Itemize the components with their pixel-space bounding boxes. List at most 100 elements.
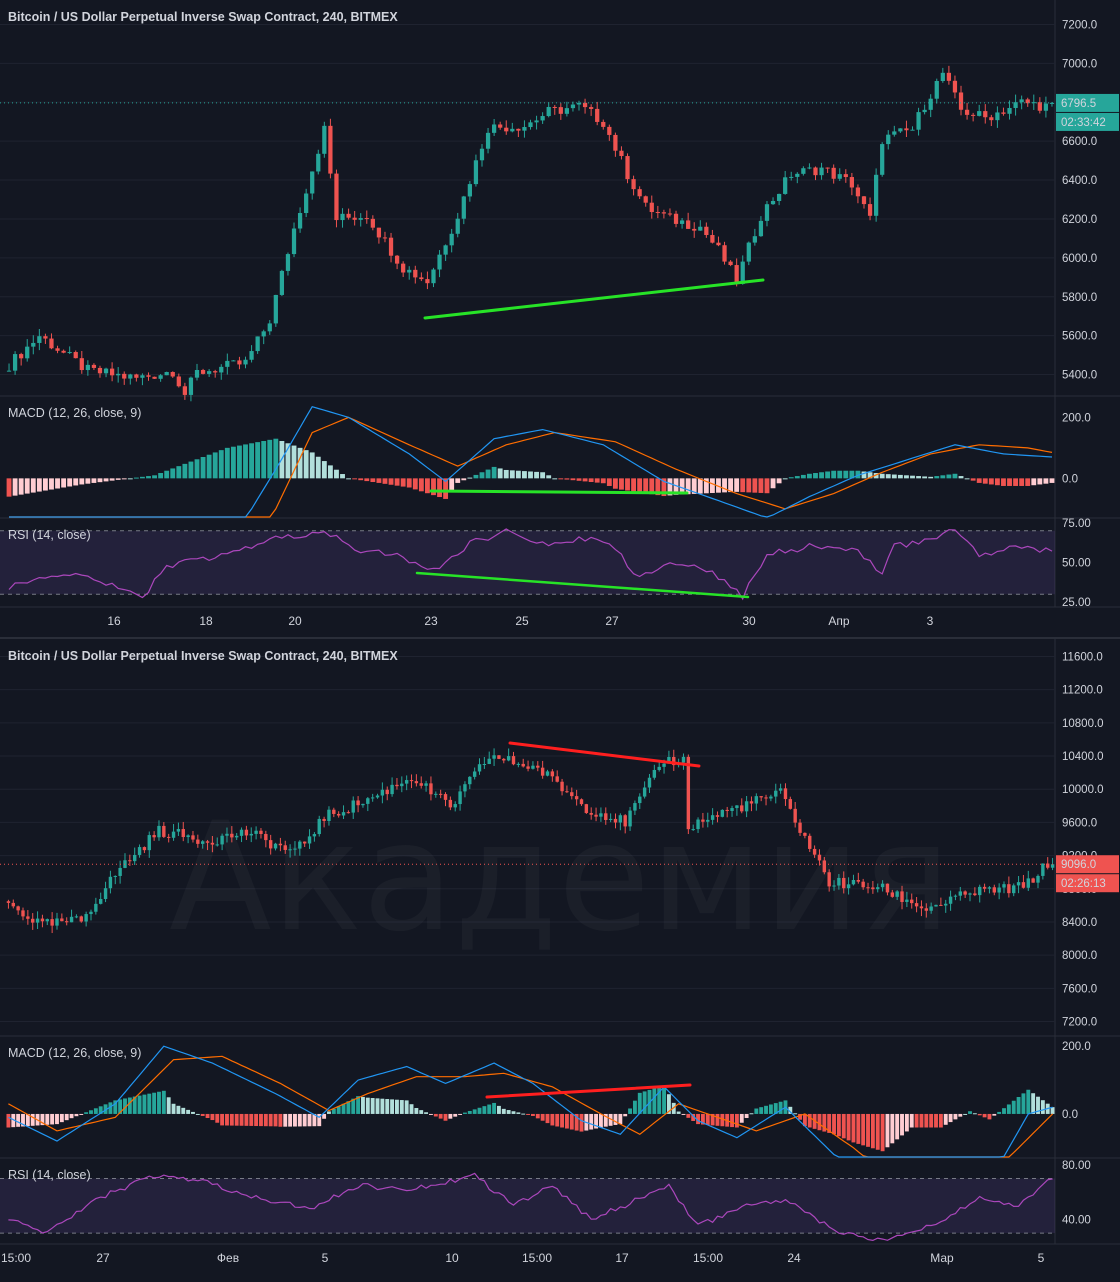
candle-body <box>1046 863 1050 868</box>
candle-body <box>239 829 244 836</box>
candle-body <box>807 167 812 169</box>
last-price-value: 6796.5 <box>1061 98 1096 110</box>
candle-body <box>1019 99 1024 103</box>
macd-histogram-bar <box>146 476 151 479</box>
time-tick-label: 25 <box>515 614 529 628</box>
candle-body <box>565 791 569 793</box>
candle-body <box>692 228 697 231</box>
bar-countdown: 02:33:42 <box>1061 117 1106 129</box>
candle-body <box>21 910 25 917</box>
candle-body <box>449 233 454 246</box>
candle-body <box>758 220 764 237</box>
macd-histogram-bar <box>806 473 812 479</box>
time-tick-label: 5 <box>1038 1251 1045 1265</box>
macd-histogram-bar <box>352 478 358 480</box>
candle-body <box>200 369 206 374</box>
candle-body <box>60 918 64 922</box>
candle-body <box>448 799 453 808</box>
rsi-tick-label: 40.00 <box>1062 1214 1091 1226</box>
macd-histogram-bar <box>61 478 67 488</box>
candle-body <box>934 80 939 99</box>
candle-body <box>643 196 648 203</box>
candle-body <box>642 787 647 797</box>
candle-body <box>316 153 321 172</box>
candle-body <box>467 184 472 197</box>
candle-body <box>846 884 851 889</box>
macd-histogram-bar <box>952 473 958 479</box>
candle-body <box>298 841 302 849</box>
candle-body <box>1031 102 1036 104</box>
candle-body <box>992 887 996 893</box>
candle-body <box>1001 112 1006 114</box>
macd-histogram-bar <box>49 478 54 490</box>
macd-histogram-bar <box>59 1113 64 1123</box>
macd-histogram-bar <box>618 1113 623 1125</box>
macd-histogram-bar <box>594 1113 599 1129</box>
macd-histogram-bar <box>832 1113 836 1135</box>
macd-histogram-bar <box>302 1113 307 1127</box>
macd-histogram-bar <box>224 447 230 479</box>
candle-body <box>710 235 715 243</box>
candle-body <box>574 796 579 800</box>
candle-body <box>812 848 817 855</box>
candle-body <box>977 111 982 116</box>
macd-histogram-bar <box>827 1113 832 1133</box>
candle-body <box>366 798 370 804</box>
macd-histogram-bar <box>479 472 485 479</box>
candle-body <box>740 261 745 284</box>
price-tick-label: 6600.0 <box>1062 136 1097 148</box>
candle-body <box>649 202 654 213</box>
candle-body <box>778 788 783 791</box>
price-tick-label: 5800.0 <box>1062 292 1097 304</box>
candle-body <box>19 354 24 359</box>
macd-histogram-bar <box>943 1113 948 1125</box>
candle-body <box>842 877 846 889</box>
candle-body <box>390 784 394 795</box>
macd-histogram-bar <box>1001 478 1006 486</box>
macd-histogram-bar <box>807 1113 812 1128</box>
candle-body <box>764 204 770 221</box>
candle-body <box>1037 102 1042 111</box>
candle-body <box>564 108 570 114</box>
macd-histogram-bar <box>598 1113 603 1128</box>
candle-body <box>803 832 807 836</box>
candle-body <box>186 835 190 838</box>
candle-body <box>414 781 419 784</box>
candle-body <box>99 898 103 904</box>
macd-histogram-bar <box>322 1113 327 1119</box>
candle-body <box>50 919 54 926</box>
candle-body <box>171 831 176 838</box>
candle-body <box>504 127 509 132</box>
macd-histogram-bar <box>115 478 121 480</box>
macd-histogram-bar <box>263 1113 268 1127</box>
macd-histogram-bar <box>506 1110 511 1114</box>
macd-histogram-bar <box>268 1113 273 1127</box>
macd-histogram-bar <box>802 1113 807 1127</box>
macd-histogram-bar <box>492 1102 497 1114</box>
candle-body <box>1050 864 1055 868</box>
macd-histogram-bar <box>176 466 182 479</box>
macd-histogram-bar <box>487 1104 492 1114</box>
macd-histogram-bar <box>127 1097 132 1114</box>
macd-histogram-bar <box>817 1113 822 1131</box>
candle-body <box>625 156 630 180</box>
macd-histogram-bar <box>909 1113 914 1128</box>
macd-histogram-bar <box>720 1113 725 1127</box>
rsi-divergence-line <box>415 571 750 599</box>
candle-body <box>540 767 545 776</box>
candle-body <box>356 800 360 806</box>
candle-body <box>871 887 875 890</box>
candle-body <box>715 815 720 817</box>
candle-body <box>404 780 409 784</box>
macd-histogram-bar <box>67 478 73 487</box>
macd-histogram-bar <box>782 478 788 480</box>
candle-body <box>808 835 812 849</box>
price-tick-label: 7600.0 <box>1062 983 1097 995</box>
macd-histogram-bar <box>399 1100 404 1114</box>
price-tick-label: 10800.0 <box>1062 718 1104 730</box>
candle-body <box>279 270 285 295</box>
macd-histogram-bar <box>958 1113 963 1117</box>
candle-body <box>885 883 890 893</box>
macd-histogram-bar <box>958 476 964 479</box>
macd-histogram-bar <box>703 478 709 494</box>
